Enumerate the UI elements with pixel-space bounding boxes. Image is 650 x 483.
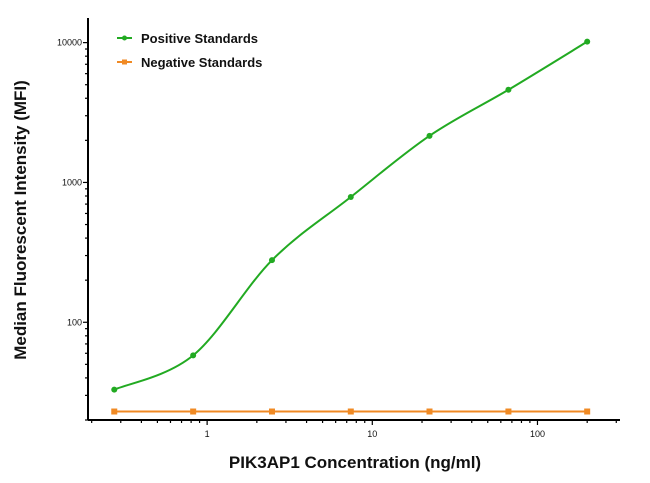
x-tick-label: 1 bbox=[205, 429, 210, 439]
data-point-positive bbox=[111, 386, 118, 393]
x-tick-label: 100 bbox=[530, 429, 545, 439]
series-line-0 bbox=[113, 40, 588, 391]
data-point-positive bbox=[584, 38, 591, 45]
axes: 1 10 100 100 1000 10000 bbox=[57, 18, 620, 439]
plot-marks bbox=[111, 38, 591, 415]
y-tick-label: 1000 bbox=[62, 177, 82, 187]
legend-label-positive: Positive Standards bbox=[141, 31, 258, 46]
data-point-negative bbox=[268, 408, 275, 415]
x-tick-label: 10 bbox=[367, 429, 377, 439]
data-point-negative bbox=[505, 408, 512, 415]
x-axis-title: PIK3AP1 Concentration (ng/ml) bbox=[229, 453, 481, 472]
legend-marker-negative bbox=[122, 59, 127, 65]
y-tick-label: 10000 bbox=[57, 38, 82, 48]
data-point-negative bbox=[426, 408, 433, 415]
data-point-negative bbox=[347, 408, 354, 415]
legend: Positive Standards Negative Standards bbox=[117, 31, 262, 70]
y-axis-title: Median Fluorescent Intensity (MFI) bbox=[11, 80, 30, 360]
data-point-negative bbox=[190, 408, 197, 415]
legend-label-negative: Negative Standards bbox=[141, 55, 262, 70]
legend-item-negative: Negative Standards bbox=[117, 55, 262, 70]
data-point-negative bbox=[584, 408, 591, 415]
data-point-positive bbox=[268, 257, 275, 264]
data-point-positive bbox=[347, 193, 354, 200]
data-point-negative bbox=[111, 408, 118, 415]
data-point-positive bbox=[505, 86, 512, 93]
data-point-positive bbox=[190, 352, 197, 359]
legend-marker-positive bbox=[122, 35, 127, 41]
legend-item-positive: Positive Standards bbox=[117, 31, 258, 46]
data-point-positive bbox=[426, 132, 433, 139]
y-tick-label: 100 bbox=[67, 317, 82, 327]
